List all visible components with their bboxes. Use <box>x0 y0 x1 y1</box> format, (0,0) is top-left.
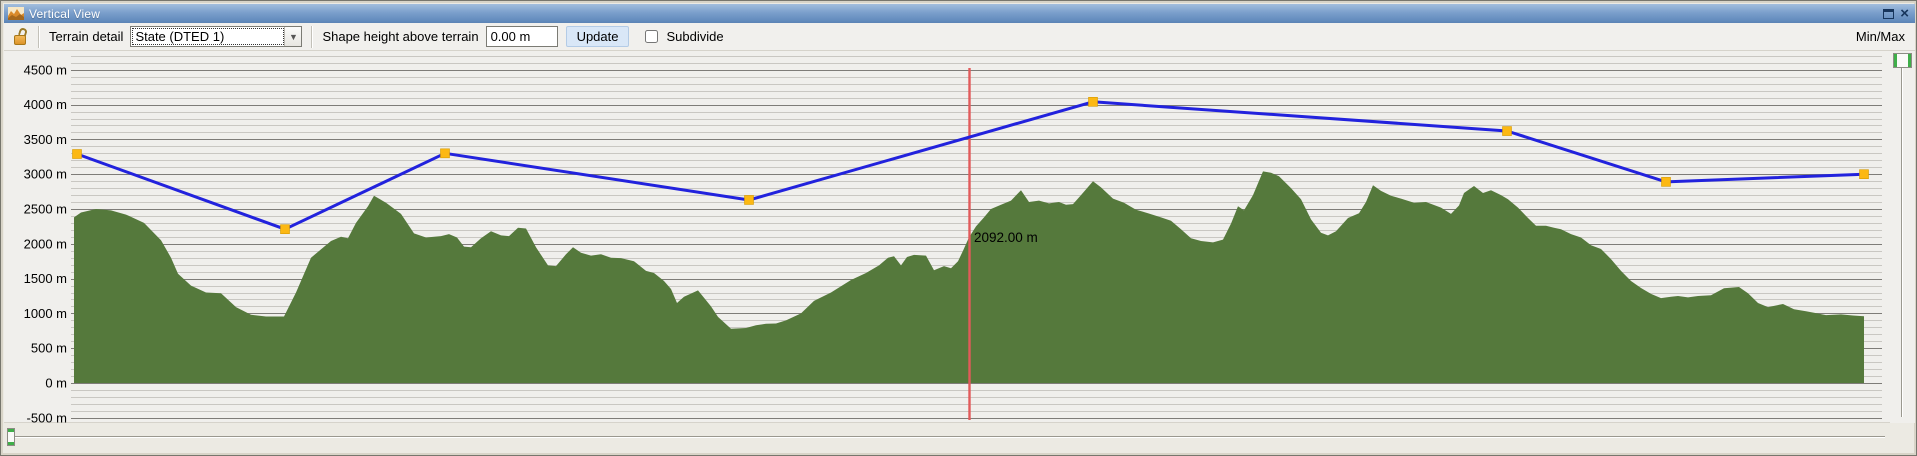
terrain-detail-combobox[interactable]: State (DTED 1) ▼ <box>130 26 303 47</box>
vertical-scrollbar-track[interactable] <box>1901 57 1903 417</box>
y-axis-labels: 4500 m 4000 m 3500 m 3000 m 2500 m 2000 m 1500… <box>24 62 67 423</box>
y-axis-tick-label: 2500 m <box>24 202 67 217</box>
y-axis-tick-label: 1000 m <box>24 306 67 321</box>
y-axis-tick-label: 3500 m <box>24 132 67 147</box>
chevron-down-icon[interactable]: ▼ <box>284 27 302 46</box>
lock-button[interactable] <box>13 26 29 46</box>
toolbar-separator <box>311 25 314 48</box>
waypoint-marker[interactable] <box>1661 177 1671 187</box>
y-axis-tick-label: 4500 m <box>24 62 67 77</box>
y-axis-tick-label: 2000 m <box>24 236 67 251</box>
window-title: Vertical View <box>29 6 101 21</box>
toolbar: Terrain detail State (DTED 1) ▼ Shape he… <box>4 23 1915 51</box>
minmax-label: Min/Max <box>1855 29 1905 44</box>
elevation-profile-panel: 4500 m 4000 m 3500 m 3000 m 2500 m 2000 m 1500… <box>4 51 1890 423</box>
restore-window-icon[interactable] <box>1883 8 1895 19</box>
waypoint-marker[interactable] <box>280 224 290 234</box>
vertical-scrollbar-thumb[interactable] <box>1893 53 1912 68</box>
terrain-detail-label: Terrain detail <box>49 29 124 44</box>
waypoint-marker[interactable] <box>1088 97 1098 107</box>
waypoint-marker[interactable] <box>744 195 754 205</box>
y-axis-tick-label: 3000 m <box>24 167 67 182</box>
elevation-profile-chart[interactable]: 4500 m 4000 m 3500 m 3000 m 2500 m 2000 m 1500… <box>4 51 1890 423</box>
subdivide-label: Subdivide <box>666 29 724 44</box>
y-axis-tick-label: 4000 m <box>24 97 67 112</box>
shape-height-input[interactable] <box>485 26 558 47</box>
waypoint-marker[interactable] <box>1859 169 1869 179</box>
titlebar[interactable]: Vertical View × <box>4 4 1915 23</box>
shape-height-label: Shape height above terrain <box>322 29 479 44</box>
route-waypoints <box>72 97 1869 234</box>
cursor-elevation-label: 2092.00 m <box>974 230 1038 245</box>
horizontal-scrollbar[interactable] <box>5 425 1889 449</box>
update-button[interactable]: Update <box>565 26 630 47</box>
vertical-scrollbar[interactable] <box>1890 51 1915 423</box>
toolbar-separator <box>38 25 40 48</box>
route-line[interactable] <box>76 100 1865 231</box>
horizontal-scrollbar-track[interactable] <box>9 436 1885 438</box>
y-axis-tick-label: -500 m <box>27 410 67 423</box>
waypoint-marker[interactable] <box>1502 126 1512 136</box>
y-axis-tick-label: 0 m <box>45 376 67 391</box>
terrain-detail-selected-value: State (DTED 1) <box>132 28 285 45</box>
horizontal-scrollbar-thumb[interactable] <box>7 428 15 446</box>
waypoint-marker[interactable] <box>440 148 450 159</box>
close-icon[interactable]: × <box>1900 4 1909 22</box>
terrain-profile-icon <box>8 7 24 20</box>
y-axis-tick-label: 1500 m <box>24 271 67 286</box>
subdivide-checkbox[interactable] <box>645 30 659 43</box>
y-axis-tick-label: 500 m <box>31 341 67 356</box>
waypoint-marker[interactable] <box>72 149 82 159</box>
